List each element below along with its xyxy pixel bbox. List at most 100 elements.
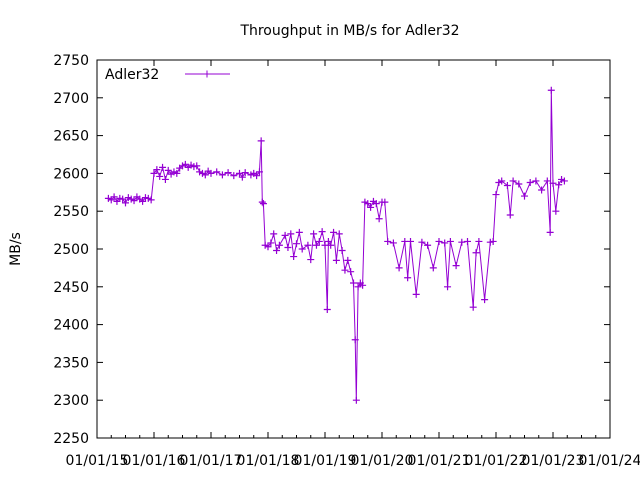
data-point — [238, 173, 246, 181]
data-point — [352, 396, 360, 404]
data-point — [418, 238, 426, 246]
data-point — [304, 241, 312, 249]
y-tick-label: 2450 — [53, 280, 89, 296]
data-point — [464, 237, 471, 245]
data-point — [543, 177, 551, 185]
plot-border — [96, 59, 611, 439]
data-point — [173, 169, 181, 177]
data-point — [532, 177, 540, 185]
data-point — [193, 162, 201, 170]
data-point — [161, 175, 169, 183]
data-point — [435, 237, 443, 245]
data-point — [384, 237, 392, 245]
data-point — [404, 274, 412, 282]
data-point — [526, 178, 534, 186]
x-tick-label: 01/01/16 — [123, 453, 186, 469]
data-point — [498, 177, 506, 185]
data-point — [395, 264, 403, 272]
data-point — [509, 177, 517, 185]
data-point — [290, 253, 298, 261]
data-point — [429, 264, 437, 272]
data-point — [521, 192, 528, 200]
series-adler32 — [104, 86, 568, 404]
data-point — [270, 230, 278, 238]
x-tick-label: 01/01/15 — [66, 453, 129, 469]
x-tick-label: 01/01/20 — [351, 453, 414, 469]
data-point — [281, 231, 289, 239]
data-point — [503, 181, 511, 189]
data-point — [207, 169, 215, 177]
legend: Adler32 — [105, 67, 230, 83]
data-point — [318, 228, 326, 236]
y-tick-label: 2300 — [53, 393, 89, 409]
y-tick-label: 2250 — [53, 431, 89, 447]
data-point — [475, 237, 483, 245]
data-point — [258, 198, 266, 206]
data-point — [560, 177, 568, 185]
data-point — [546, 228, 554, 236]
data-point — [347, 268, 355, 276]
data-point — [469, 303, 477, 311]
data-point — [153, 166, 161, 174]
data-point — [481, 296, 489, 304]
data-point — [538, 186, 546, 194]
data-point — [489, 237, 497, 245]
y-tick-label: 2650 — [53, 129, 89, 145]
data-point — [236, 169, 243, 177]
y-tick-label: 2400 — [53, 318, 89, 334]
data-point — [506, 211, 514, 219]
x-tick-label: 01/01/19 — [294, 453, 357, 469]
x-tick-label: 01/01/22 — [465, 453, 528, 469]
data-point — [552, 207, 560, 215]
data-point — [458, 238, 466, 246]
legend-marker — [203, 70, 211, 78]
data-point — [156, 172, 164, 180]
data-point — [338, 247, 346, 255]
data-point — [323, 305, 331, 313]
data-point — [389, 239, 397, 247]
data-point — [424, 241, 432, 249]
data-point — [147, 196, 155, 204]
data-point — [547, 86, 555, 94]
data-point — [441, 239, 449, 247]
data-point — [139, 197, 147, 205]
data-point — [287, 230, 295, 238]
data-point — [201, 171, 209, 179]
data-point — [224, 169, 232, 177]
data-point — [364, 200, 372, 208]
y-tick-label: 2550 — [53, 204, 89, 220]
data-point — [452, 262, 460, 270]
y-tick-label: 2500 — [53, 242, 89, 258]
data-point — [407, 237, 414, 245]
data-point — [264, 243, 272, 251]
data-point — [375, 215, 383, 223]
data-point — [255, 168, 263, 176]
data-point — [332, 256, 340, 264]
y-tick-label: 2350 — [53, 355, 89, 371]
data-point — [275, 241, 283, 249]
data-point — [354, 283, 362, 291]
data-point — [327, 241, 335, 249]
data-point — [230, 172, 238, 180]
data-point — [350, 279, 357, 287]
data-point — [372, 200, 380, 208]
chart-title: Throughput in MB/s for Adler32 — [239, 23, 459, 39]
data-point — [472, 249, 480, 257]
data-point — [359, 281, 367, 289]
data-point — [164, 166, 172, 174]
data-point — [284, 243, 292, 251]
y-tick-label: 2700 — [53, 91, 89, 107]
data-point — [341, 266, 349, 274]
data-point — [315, 237, 323, 245]
data-point — [241, 169, 249, 177]
data-point — [549, 179, 557, 187]
data-point — [150, 169, 158, 177]
x-axis: 01/01/1501/01/1601/01/1701/01/1801/01/19… — [66, 60, 640, 469]
data-point — [110, 193, 118, 201]
data-point — [381, 198, 389, 206]
data-point — [367, 203, 375, 211]
data-point — [412, 290, 420, 298]
data-point — [324, 237, 332, 245]
y-tick-label: 2600 — [53, 166, 89, 182]
